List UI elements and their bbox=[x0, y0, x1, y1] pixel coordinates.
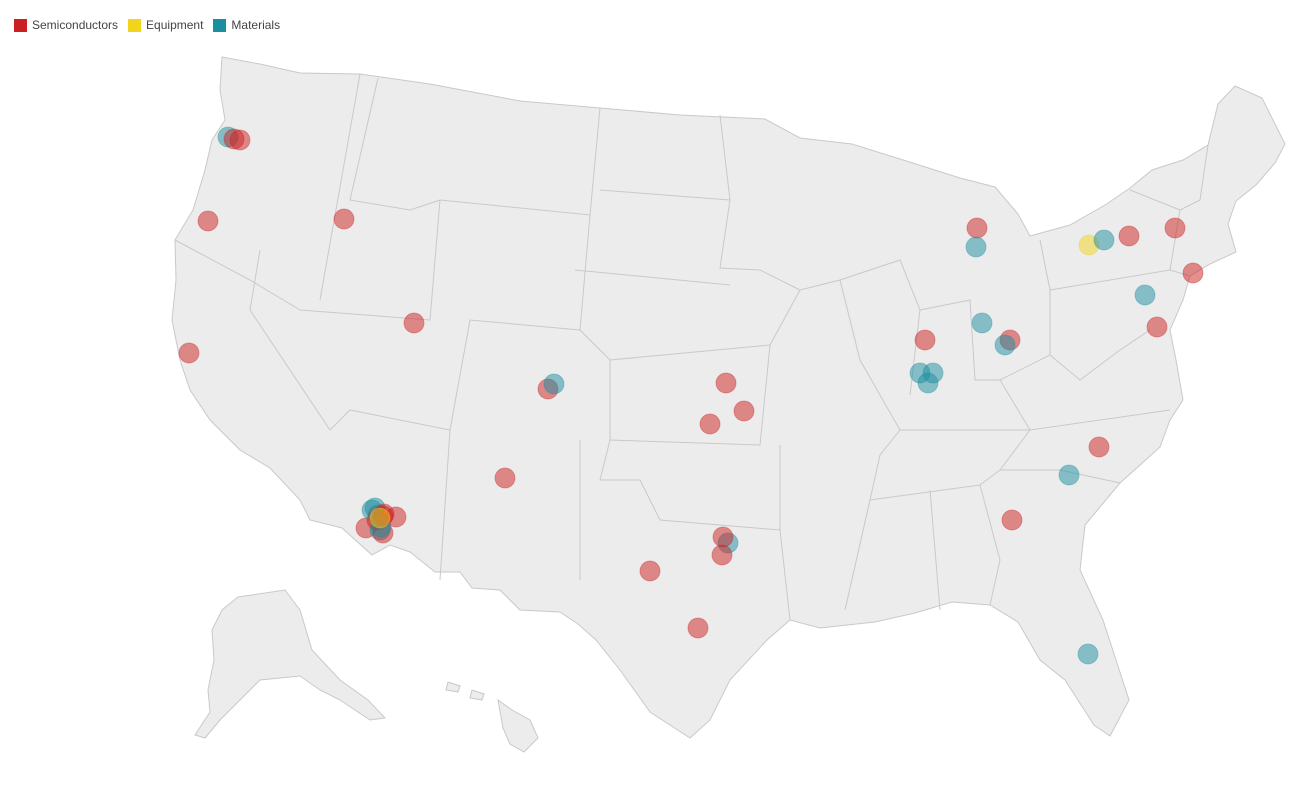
hawaii-shape bbox=[497, 698, 539, 753]
map-marker-semiconductors[interactable] bbox=[178, 342, 200, 364]
alaska-shape bbox=[194, 589, 387, 739]
map-marker-semiconductors[interactable] bbox=[715, 372, 737, 394]
map-marker-materials[interactable] bbox=[917, 372, 939, 394]
map-marker-materials[interactable] bbox=[994, 334, 1016, 356]
map-land bbox=[171, 56, 1286, 753]
map-marker-materials[interactable] bbox=[543, 373, 565, 395]
legend-swatch-semiconductors bbox=[14, 18, 27, 32]
map-marker-materials[interactable] bbox=[965, 236, 987, 258]
map-marker-materials[interactable] bbox=[971, 312, 993, 334]
map-marker-materials[interactable] bbox=[1058, 464, 1080, 486]
legend-swatch-materials bbox=[213, 18, 227, 32]
map-marker-semiconductors[interactable] bbox=[711, 544, 733, 566]
state-border-lines bbox=[174, 73, 1209, 621]
map-marker-semiconductors[interactable] bbox=[494, 467, 516, 489]
map-marker-semiconductors[interactable] bbox=[1182, 262, 1204, 284]
map-marker-semiconductors[interactable] bbox=[1001, 509, 1023, 531]
legend-item-semiconductors[interactable]: Semiconductors bbox=[14, 18, 118, 32]
map-marker-materials[interactable] bbox=[1077, 643, 1099, 665]
map-marker-semiconductors[interactable] bbox=[1118, 225, 1140, 247]
map-marker-semiconductors[interactable] bbox=[914, 329, 936, 351]
state-borders bbox=[174, 73, 1209, 621]
map-marker-semiconductors[interactable] bbox=[1088, 436, 1110, 458]
contiguous-us-shape bbox=[171, 56, 1286, 739]
map-marker-semiconductors[interactable] bbox=[733, 400, 755, 422]
site-markers bbox=[178, 126, 1204, 665]
map-marker-semiconductors[interactable] bbox=[403, 312, 425, 334]
map-marker-semiconductors[interactable] bbox=[712, 526, 734, 548]
map-marker-semiconductors[interactable] bbox=[699, 413, 721, 435]
legend-label-materials: Materials bbox=[231, 18, 281, 32]
legend-swatch-equipment bbox=[128, 18, 142, 32]
map-marker-materials[interactable] bbox=[1093, 229, 1115, 251]
hawaii-islands-shape bbox=[445, 681, 485, 701]
map-marker-semiconductors[interactable] bbox=[197, 210, 219, 232]
map-marker-semiconductors[interactable] bbox=[687, 617, 709, 639]
map-marker-semiconductors[interactable] bbox=[1146, 316, 1168, 338]
legend-label-semiconductors: Semiconductors bbox=[32, 18, 119, 32]
map-marker-equipment[interactable] bbox=[369, 507, 391, 529]
map-marker-semiconductors[interactable] bbox=[229, 129, 251, 151]
map-marker-semiconductors[interactable] bbox=[333, 208, 355, 230]
map-marker-materials[interactable] bbox=[1134, 284, 1156, 306]
map-marker-semiconductors[interactable] bbox=[966, 217, 988, 239]
legend-label-equipment: Equipment bbox=[146, 18, 204, 32]
map-marker-semiconductors[interactable] bbox=[639, 560, 661, 582]
map-legend: Semiconductors Equipment Materials bbox=[14, 18, 280, 32]
map-marker-semiconductors[interactable] bbox=[1164, 217, 1186, 239]
legend-item-materials[interactable]: Materials bbox=[213, 18, 280, 32]
legend-item-equipment[interactable]: Equipment bbox=[128, 18, 203, 32]
